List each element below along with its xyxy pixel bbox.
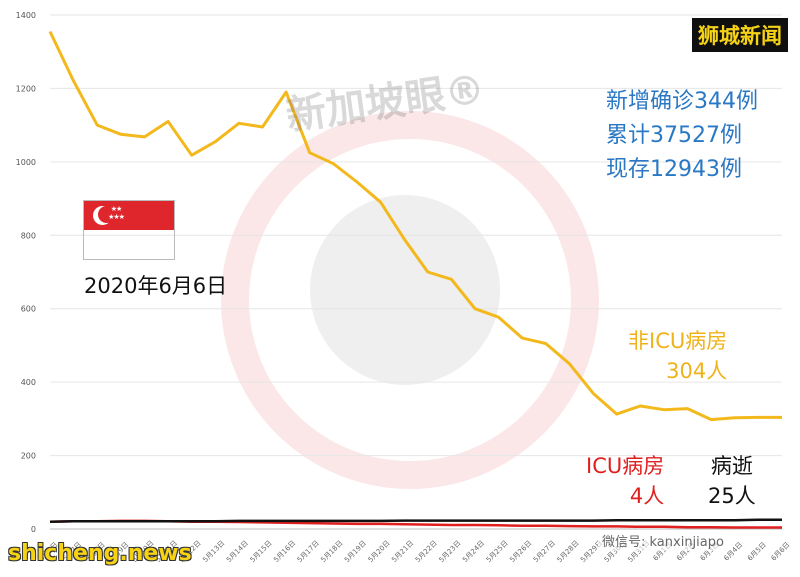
x-tick-label: 5月26日	[508, 539, 533, 564]
y-tick-label: 1200	[16, 84, 36, 93]
stat-total-cases: 累计37527例	[606, 123, 742, 148]
x-tick-label: 6月5日	[746, 541, 768, 563]
x-tick-label: 5月14日	[225, 539, 250, 564]
x-tick-label: 5月21日	[390, 539, 415, 564]
icu-label-title: ICU病房	[586, 454, 665, 478]
y-tick-label: 800	[21, 231, 36, 240]
x-tick-label: 5月13日	[201, 539, 226, 564]
y-tick-label: 0	[31, 525, 36, 534]
x-tick-label: 5月25日	[485, 539, 510, 564]
icu-label-value: 4人	[629, 484, 665, 508]
y-tick-label: 1400	[16, 11, 36, 20]
x-tick-label: 5月22日	[414, 539, 439, 564]
x-tick-label: 6月6日	[770, 541, 792, 563]
site-badge: 狮城新闻	[692, 18, 788, 52]
date-label: 2020年6月6日	[84, 274, 228, 298]
non-icu-label: 非ICU病房 304人	[628, 326, 727, 386]
series-line-0	[48, 30, 782, 422]
news-logo: shicheng.news	[8, 541, 192, 566]
stat-active-cases: 现存12943例	[606, 157, 742, 182]
x-tick-label: 5月20日	[367, 539, 392, 564]
x-tick-label: 5月18日	[319, 539, 344, 564]
chart-series	[48, 30, 782, 529]
wechat-watermark: 微信号: kanxinjiapo	[598, 530, 728, 551]
y-tick-label: 600	[21, 305, 36, 314]
y-tick-label: 1000	[16, 158, 36, 167]
singapore-flag-icon: ★★ ★★★	[83, 200, 175, 260]
watermark-inner-circle	[310, 195, 500, 385]
stats-block: 新增确诊344例 累计37527例 现存12943例	[606, 85, 758, 187]
non-icu-label-value: 304人	[666, 359, 728, 383]
x-tick-label: 5月28日	[556, 539, 581, 564]
x-tick-label: 5月27日	[532, 539, 557, 564]
x-tick-label: 5月19日	[343, 539, 368, 564]
series-line-2	[49, 518, 782, 523]
deaths-label: 病逝 25人	[708, 451, 756, 511]
x-tick-label: 5月17日	[296, 539, 321, 564]
icu-label: ICU病房 4人	[586, 451, 664, 511]
y-axis-ticks: 0 200 400 600 800 1000 1200 1400	[16, 11, 36, 534]
deaths-label-value: 25人	[708, 484, 756, 508]
x-tick-label: 5月16日	[272, 539, 297, 564]
chart-grid	[50, 14, 782, 530]
stat-new-cases: 新增确诊344例	[606, 89, 758, 114]
non-icu-label-title: 非ICU病房	[628, 329, 728, 353]
y-tick-label: 200	[21, 452, 36, 461]
deaths-label-title: 病逝	[710, 454, 753, 478]
watermark-circle	[221, 111, 599, 489]
x-tick-label: 5月15日	[249, 539, 274, 564]
x-tick-label: 5月23日	[437, 539, 462, 564]
x-tick-label: 5月24日	[461, 539, 486, 564]
y-tick-label: 400	[21, 378, 36, 387]
